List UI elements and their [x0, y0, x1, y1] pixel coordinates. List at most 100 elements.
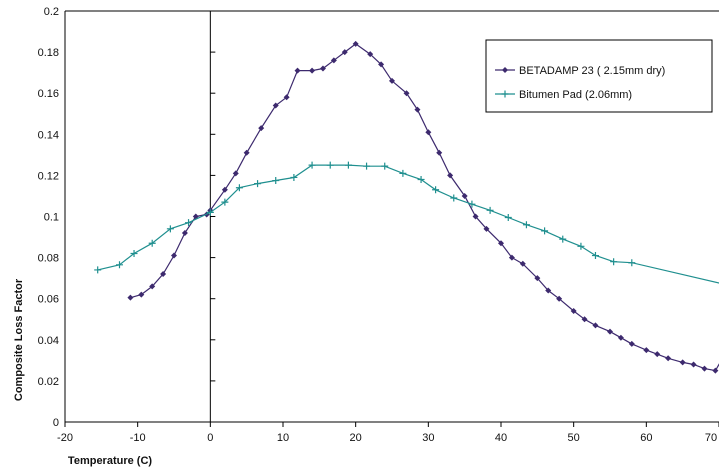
data-point — [185, 219, 193, 227]
data-point — [221, 186, 228, 193]
x-tick-label: 10 — [277, 432, 289, 444]
y-tick-label: 0.18 — [38, 47, 59, 59]
y-tick-label: 0.08 — [38, 253, 59, 265]
data-point — [581, 316, 588, 323]
series-line — [97, 164, 719, 284]
data-point — [628, 340, 635, 347]
data-point — [389, 77, 395, 84]
data-point — [127, 294, 134, 301]
data-point — [559, 235, 567, 243]
data-point — [399, 169, 407, 177]
x-tick-label: 0 — [207, 432, 213, 444]
data-point — [94, 266, 102, 274]
x-tick-label: 30 — [422, 432, 434, 444]
data-point — [160, 271, 167, 278]
series-line — [130, 43, 719, 372]
y-tick-label: 0.16 — [38, 88, 59, 100]
x-tick-label: 60 — [640, 432, 652, 444]
data-point — [504, 214, 512, 222]
series-1 — [127, 40, 719, 374]
tick-labels: 0 0.02 0.04 0.06 0.08 0.1 0.12 0.14 0.16 0.18 0.2 -… — [38, 6, 718, 444]
data-point — [254, 180, 262, 188]
x-tick-label: 20 — [350, 432, 362, 444]
x-tick-label: -10 — [130, 432, 146, 444]
data-point — [171, 252, 177, 259]
data-point — [450, 194, 458, 202]
data-point — [294, 67, 301, 74]
data-point — [425, 129, 432, 136]
x-axis-title: Temperature (C) — [68, 455, 152, 467]
data-point — [149, 283, 156, 290]
x-tick-label: 50 — [568, 432, 580, 444]
data-point — [472, 213, 479, 220]
data-point — [508, 254, 515, 261]
data-point — [628, 259, 636, 267]
data-point — [258, 125, 265, 132]
data-point — [130, 249, 138, 257]
y-tick-label: 0.14 — [38, 129, 59, 141]
data-point — [326, 161, 334, 169]
data-point — [712, 367, 719, 374]
data-point — [283, 94, 290, 101]
plot-area — [64, 10, 719, 422]
series-2 — [94, 161, 719, 284]
x-tick-label: 40 — [495, 432, 507, 444]
data-point — [378, 61, 385, 68]
y-tick-label: 0.04 — [38, 335, 59, 347]
data-point — [272, 177, 280, 185]
data-point — [610, 258, 618, 266]
data-point — [486, 206, 494, 214]
data-point — [545, 287, 552, 294]
data-point — [341, 49, 348, 56]
y-tick-label: 0.2 — [44, 6, 59, 18]
data-point — [232, 170, 239, 177]
data-point — [181, 229, 188, 236]
series-group — [94, 40, 719, 374]
data-point — [272, 102, 279, 109]
data-point — [381, 162, 389, 170]
data-point — [367, 51, 374, 58]
data-point — [243, 149, 250, 156]
data-point — [319, 65, 326, 72]
legend-box — [485, 39, 713, 113]
y-axis-title: Composite Loss Factor — [13, 278, 25, 401]
data-point — [665, 355, 672, 362]
data-point — [436, 149, 443, 156]
x-tick-label: 70 — [705, 432, 717, 444]
data-point — [643, 347, 650, 354]
data-point — [577, 242, 585, 250]
data-point — [309, 67, 316, 74]
data-point — [701, 365, 708, 372]
data-point — [221, 198, 229, 206]
data-point — [447, 172, 454, 179]
data-point — [344, 161, 352, 169]
data-point — [417, 176, 425, 184]
data-point — [570, 308, 577, 315]
data-point — [235, 184, 243, 192]
data-point — [206, 208, 214, 216]
data-point — [166, 225, 174, 233]
data-point — [591, 252, 599, 260]
data-point — [501, 90, 509, 98]
data-point — [432, 186, 440, 194]
data-point — [414, 106, 421, 113]
data-point — [654, 351, 661, 358]
data-point — [592, 322, 599, 329]
data-point — [330, 57, 337, 64]
legend-label: BETADAMP 23 ( 2.15mm dry) — [519, 65, 665, 77]
data-point — [138, 291, 145, 298]
data-point — [363, 162, 371, 170]
y-tick-label: 0.06 — [38, 294, 59, 306]
y-tick-label: 0.12 — [38, 170, 59, 182]
data-point — [498, 240, 504, 247]
data-point — [290, 173, 298, 181]
data-point — [607, 328, 613, 335]
legend-label: Bitumen Pad (2.06mm) — [519, 89, 632, 101]
data-point — [148, 239, 156, 247]
y-tick-label: 0 — [53, 417, 59, 429]
data-point — [502, 67, 508, 73]
y-tick-label: 0.1 — [44, 212, 59, 224]
y-tick-label: 0.02 — [38, 376, 59, 388]
data-point — [308, 161, 316, 169]
data-point — [352, 40, 359, 47]
